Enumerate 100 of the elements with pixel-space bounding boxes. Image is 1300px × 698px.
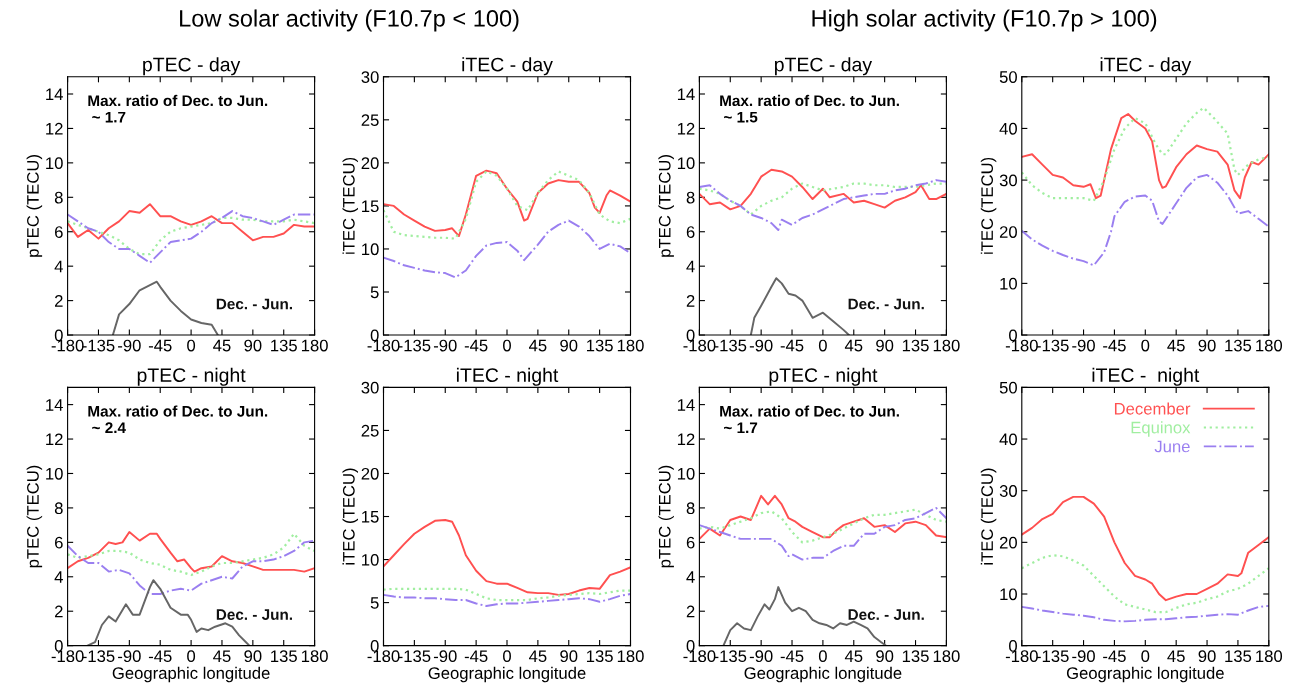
x-tick-label: 135 xyxy=(586,339,613,352)
y-axis-title: iTEC (TECU) xyxy=(342,468,359,565)
y-tick-label: 50 xyxy=(999,381,1017,394)
y-tick-label: 25 xyxy=(361,424,379,437)
y-tick-label: 14 xyxy=(46,399,63,411)
y-tick-label: 5 xyxy=(370,597,379,609)
chart-title: pTEC - day xyxy=(774,57,873,76)
line-series xyxy=(699,494,947,540)
y-tick-label: 5 xyxy=(370,286,379,299)
line-series xyxy=(1021,495,1269,602)
x-tick-label: 180 xyxy=(933,650,960,663)
chart-title: iTEC - day xyxy=(462,57,553,76)
line-series xyxy=(1021,604,1269,623)
x-tick-label: -90 xyxy=(433,650,457,663)
x-tick-label: 0 xyxy=(818,339,827,352)
y-axis-title: pTEC (TECU) xyxy=(658,465,674,568)
x-tick-label: 135 xyxy=(902,650,929,663)
y-tick-label: 30 xyxy=(999,174,1017,187)
line-series xyxy=(722,586,887,646)
y-tick-label: 20 xyxy=(361,157,379,170)
x-tick-label: 0 xyxy=(503,339,511,352)
x-tick-label: 45 xyxy=(213,650,231,663)
x-tick-label: 0 xyxy=(187,339,196,352)
x-tick-label: -135 xyxy=(82,650,115,663)
line-series xyxy=(383,518,631,596)
line-series xyxy=(67,216,315,256)
y-tick-label: 2 xyxy=(686,605,695,618)
y-tick-label: 14 xyxy=(46,88,63,101)
x-tick-label: 45 xyxy=(844,339,863,352)
x-tick-label: -90 xyxy=(1072,339,1095,352)
x-tick-label: -45 xyxy=(148,650,172,663)
y-tick-label: 4 xyxy=(686,260,695,273)
x-tick-label: 180 xyxy=(301,339,328,352)
y-axis-title: pTEC (TECU) xyxy=(26,155,43,257)
y-axis-title: pTEC (TECU) xyxy=(26,465,43,568)
x-tick-label: 135 xyxy=(586,650,613,663)
y-tick-label: 14 xyxy=(677,88,695,101)
y-tick-label: 8 xyxy=(54,502,63,515)
series-label: Dec. - Jun. xyxy=(848,609,924,620)
y-axis-title: iTEC (TECU) xyxy=(980,157,997,254)
y-tick-label: 30 xyxy=(999,485,1017,497)
chart-title: pTEC - night xyxy=(769,367,878,386)
line-series xyxy=(86,579,251,646)
y-tick-label: 50 xyxy=(999,71,1017,83)
y-axis-title: iTEC (TECU) xyxy=(342,157,359,254)
x-tick-label: 0 xyxy=(503,650,511,663)
annotation: Max. ratio of Dec. to Jun. ~ 1.7 xyxy=(88,94,268,123)
x-tick-label: 135 xyxy=(902,339,929,352)
x-tick-label: -180 xyxy=(683,650,716,663)
x-tick-label: -135 xyxy=(398,339,431,352)
x-tick-label: 45 xyxy=(1167,650,1185,663)
chart-title: iTEC - night xyxy=(456,367,559,386)
x-tick-label: 135 xyxy=(271,650,297,663)
y-tick-label: 0 xyxy=(54,640,63,652)
x-tick-label: -135 xyxy=(82,339,115,352)
y-tick-label: 12 xyxy=(46,122,63,135)
x-tick-label: 90 xyxy=(560,650,578,663)
chart-subtitle: Low solar activity (F10.7p < 100) xyxy=(180,9,519,32)
x-tick-label: -90 xyxy=(118,650,141,663)
line-series xyxy=(699,182,947,216)
x-tick-label: -180 xyxy=(51,650,84,663)
x-tick-label: 0 xyxy=(818,650,827,663)
legend-label: June xyxy=(1154,440,1190,453)
x-tick-label: 180 xyxy=(933,339,960,352)
x-tick-label: -135 xyxy=(714,650,747,663)
x-tick-label: 135 xyxy=(271,339,297,352)
x-axis-title: Geographic longitude xyxy=(112,666,270,683)
line-series xyxy=(1021,173,1269,267)
y-tick-label: 12 xyxy=(46,433,63,446)
chart-title: pTEC - night xyxy=(137,367,246,386)
line-series xyxy=(67,203,315,242)
series-label: Dec. - Jun. xyxy=(848,298,924,310)
x-tick-label: 45 xyxy=(1167,339,1185,352)
y-tick-label: 6 xyxy=(686,226,695,238)
x-axis-title: Geographic longitude xyxy=(744,666,902,683)
y-tick-label: 10 xyxy=(362,553,379,566)
series-label: Dec. - Jun. xyxy=(216,298,292,310)
line-series xyxy=(749,277,850,336)
y-tick-label: 6 xyxy=(55,226,63,238)
legend-label: December xyxy=(1114,402,1191,415)
y-tick-label: 10 xyxy=(1000,277,1017,290)
x-tick-label: -45 xyxy=(780,339,804,352)
y-tick-label: 40 xyxy=(999,433,1017,446)
y-tick-label: 2 xyxy=(55,295,63,307)
x-tick-label: 90 xyxy=(876,339,894,352)
x-tick-label: 180 xyxy=(1256,339,1283,352)
y-tick-label: 14 xyxy=(677,399,695,411)
y-tick-label: 0 xyxy=(686,640,695,652)
x-tick-label: 45 xyxy=(844,650,863,663)
chart-subtitle: High solar activity (F10.7p > 100) xyxy=(812,9,1157,32)
x-tick-label: 180 xyxy=(617,339,644,352)
line-series xyxy=(383,587,631,602)
x-tick-label: -135 xyxy=(714,339,747,352)
x-tick-label: -45 xyxy=(1103,339,1126,352)
annotation: Max. ratio of Dec. to Jun. ~ 1.5 xyxy=(720,94,899,123)
y-tick-label: 8 xyxy=(686,191,695,204)
line-series xyxy=(699,506,947,561)
y-tick-label: 0 xyxy=(1009,640,1017,652)
y-tick-label: 40 xyxy=(999,122,1017,135)
x-tick-label: -90 xyxy=(749,339,773,352)
